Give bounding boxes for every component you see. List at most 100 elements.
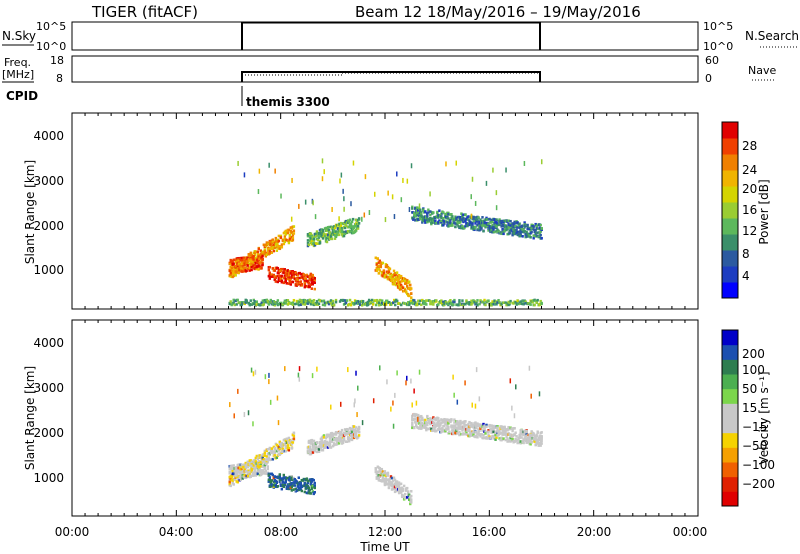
- data-cell: [472, 431, 475, 435]
- data-cell: [309, 492, 312, 495]
- data-cell: [237, 260, 240, 264]
- colorbar-swatch: [722, 218, 738, 235]
- data-cell: [438, 427, 441, 430]
- data-cell: [329, 446, 333, 449]
- data-cell: [411, 207, 414, 210]
- data-cell: [317, 302, 321, 306]
- data-cell: [419, 419, 422, 422]
- vel-cbar-tick-m50: −50: [742, 439, 767, 453]
- data-cell: [485, 425, 488, 429]
- data-cell: [464, 420, 467, 423]
- data-cell: [265, 449, 269, 453]
- data-cell: [229, 402, 231, 408]
- xtick-6: 00:00: [673, 525, 708, 539]
- data-cell: [490, 228, 493, 232]
- data-cell: [323, 303, 327, 307]
- data-cell: [347, 439, 351, 443]
- vel-cbar-tick-m15: −15: [742, 420, 767, 434]
- data-cell: [293, 277, 296, 281]
- data-cell: [464, 380, 466, 386]
- data-cell: [411, 421, 414, 425]
- data-cell: [268, 265, 272, 269]
- data-cell: [366, 300, 370, 304]
- data-cell: [372, 398, 375, 404]
- data-cell: [502, 429, 505, 433]
- data-cell: [355, 370, 357, 376]
- data-cell: [493, 436, 496, 440]
- data-cell: [491, 220, 494, 224]
- data-cell: [456, 432, 459, 435]
- data-cell: [392, 400, 394, 406]
- data-cell: [415, 209, 417, 215]
- data-cell: [267, 268, 271, 272]
- data-cell: [478, 423, 481, 426]
- data-cell: [292, 232, 296, 235]
- colorbar-swatch: [722, 202, 738, 219]
- data-cell: [415, 400, 418, 406]
- colorbar-swatch: [722, 374, 738, 390]
- data-cell: [253, 253, 256, 257]
- data-cell: [310, 438, 314, 442]
- data-cell: [534, 436, 537, 439]
- data-cell: [505, 435, 508, 439]
- data-cell: [279, 444, 283, 448]
- data-cell: [528, 437, 531, 440]
- x-tick-labels: 00:00 04:00 08:00 12:00 16:00 20:00 00:0…: [55, 525, 708, 539]
- data-cell: [280, 243, 284, 246]
- data-cell: [442, 419, 445, 423]
- data-cell: [354, 300, 358, 303]
- data-cell: [280, 279, 284, 283]
- data-cell: [469, 425, 472, 428]
- data-cell: [455, 422, 458, 426]
- data-cell: [513, 426, 516, 430]
- data-cell: [271, 457, 275, 461]
- data-cell: [290, 485, 294, 489]
- data-cell: [463, 426, 466, 429]
- data-cell: [435, 221, 438, 225]
- velocity-cbar-label: Velocity [m s⁻¹]: [757, 371, 771, 464]
- data-cell: [463, 226, 466, 230]
- data-cell: [325, 240, 329, 244]
- data-cell: [510, 228, 513, 231]
- data-cell: [233, 258, 236, 262]
- data-cell: [253, 250, 256, 253]
- data-cell: [429, 210, 432, 213]
- data-cell: [424, 418, 427, 422]
- data-cell: [298, 366, 301, 372]
- data-cell: [282, 473, 286, 477]
- data-cell: [242, 465, 245, 469]
- data-cell: [322, 299, 326, 303]
- data-cell: [533, 303, 536, 307]
- data-cell: [392, 476, 396, 480]
- data-cell: [493, 299, 496, 303]
- data-cell: [357, 434, 361, 437]
- data-cell: [286, 269, 290, 273]
- data-cell: [313, 491, 316, 494]
- data-cell: [321, 441, 325, 444]
- data-cell: [397, 273, 401, 277]
- data-cell: [346, 428, 350, 431]
- data-cell: [272, 483, 276, 487]
- data-cell: [531, 226, 534, 230]
- data-cell: [230, 303, 233, 307]
- data-cell: [249, 475, 252, 479]
- velocity-ytick-1000: 1000: [33, 471, 64, 485]
- data-cell: [498, 223, 501, 226]
- data-cell: [350, 436, 354, 440]
- data-cell: [314, 232, 318, 236]
- colorbar-swatch: [722, 388, 738, 404]
- colorbar-swatch: [722, 462, 738, 478]
- data-cell: [242, 266, 245, 269]
- data-cell: [234, 473, 237, 477]
- velocity-data-cells: [228, 365, 543, 506]
- data-cell: [298, 203, 300, 209]
- data-cell: [273, 246, 277, 250]
- data-cell: [392, 423, 395, 429]
- data-cell: [429, 191, 431, 197]
- data-cell: [470, 213, 473, 219]
- data-cell: [334, 230, 338, 233]
- data-cell: [502, 437, 505, 440]
- data-cell: [383, 301, 387, 304]
- data-cell: [263, 299, 267, 302]
- data-cell: [523, 160, 526, 166]
